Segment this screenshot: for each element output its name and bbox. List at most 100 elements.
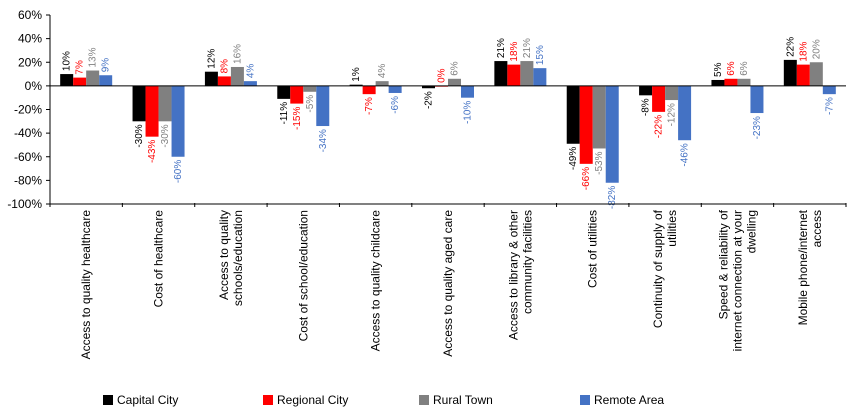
data-label: -22%	[654, 115, 665, 138]
y-tick-label: -100%	[7, 197, 42, 211]
y-tick-label: 40%	[18, 32, 42, 46]
legend-label: Regional City	[277, 393, 348, 407]
bar-regional-city	[290, 85, 304, 104]
data-label: 6%	[739, 61, 750, 76]
bar-capital-city	[566, 85, 580, 144]
data-label: 6%	[450, 61, 461, 76]
category-label: Cost of healthcare	[152, 210, 166, 308]
bar-rural-town	[448, 78, 461, 86]
bar-capital-city	[277, 85, 291, 99]
bar-rural-town	[230, 66, 244, 86]
y-axis-tick-labels: 60% 40% 20% 0% -20% -40% -60% -80% -100%	[7, 8, 42, 211]
data-label: 8%	[219, 59, 230, 74]
data-label: -53%	[594, 151, 605, 174]
data-label: -82%	[607, 186, 618, 209]
data-label: 18%	[509, 41, 520, 61]
data-label: 6%	[726, 61, 737, 76]
data-label: 13%	[88, 47, 99, 67]
data-label: 0%	[437, 68, 448, 83]
bars-group	[60, 59, 836, 183]
data-label: 4%	[377, 64, 388, 79]
bar-regional-city	[217, 76, 231, 86]
data-label: -12%	[667, 103, 678, 126]
legend: Capital City Regional City Rural Town Remot…	[103, 393, 664, 407]
data-label: 18%	[798, 41, 809, 61]
bar-remote-area	[99, 75, 113, 86]
data-label: -49%	[568, 147, 579, 170]
bar-capital-city	[639, 85, 653, 96]
category-label: Access to quality	[217, 210, 231, 300]
category-label: Mobile phone/internet	[796, 209, 810, 325]
data-label: -66%	[581, 167, 592, 190]
bar-capital-city	[783, 59, 797, 86]
category-label: Access to quality aged care	[441, 210, 455, 357]
category-label: schools/education	[231, 210, 245, 306]
category-label: Cost of utilities	[586, 210, 600, 288]
category-label: Access to library & other	[506, 210, 520, 340]
legend-label: Rural Town	[433, 393, 493, 407]
data-label: -15%	[292, 107, 303, 130]
category-label: community facilities	[520, 210, 534, 314]
bar-regional-city	[652, 85, 666, 112]
y-tick-label: 0%	[25, 79, 43, 93]
data-label: -30%	[160, 124, 171, 147]
data-label: -6%	[390, 96, 401, 114]
bar-remote-area	[388, 85, 402, 93]
bar-regional-city	[724, 78, 738, 86]
data-label: -11%	[279, 102, 290, 125]
bar-regional-city	[507, 64, 521, 86]
category-label: Access to quality childcare	[369, 210, 383, 352]
data-label: -5%	[305, 95, 316, 113]
bar-capital-city	[422, 85, 435, 89]
bar-capital-city	[132, 85, 146, 122]
data-label: -10%	[463, 101, 474, 124]
bar-rural-town	[303, 85, 317, 92]
bar-rural-town	[520, 61, 534, 86]
bar-capital-city	[494, 61, 508, 86]
legend-swatch	[580, 395, 590, 405]
data-label: -2%	[424, 91, 435, 109]
bar-regional-city	[145, 85, 159, 137]
bar-remote-area	[243, 81, 257, 86]
data-label: 16%	[232, 44, 243, 64]
data-label: -7%	[824, 97, 835, 115]
category-labels-group: Access to quality healthcare Cost of heal…	[79, 209, 824, 359]
category-label: Access to quality healthcare	[79, 210, 93, 360]
data-label: 21%	[522, 38, 533, 58]
bar-rural-town	[665, 85, 679, 101]
bar-rural-town	[737, 78, 751, 86]
bar-remote-area	[750, 85, 764, 114]
bar-regional-city	[73, 77, 87, 86]
bar-capital-city	[711, 79, 725, 86]
bar-rural-town	[375, 81, 389, 86]
bar-capital-city	[60, 74, 74, 86]
data-label: 15%	[535, 45, 546, 65]
y-tick-label: -40%	[14, 126, 42, 140]
data-label: 4%	[245, 64, 256, 79]
bar-rural-town	[158, 85, 172, 122]
data-label: 9%	[101, 58, 112, 73]
data-labels-group: 10% 7% 13% 9%-30%-43%-30%-60%12% 8%16%4%-11%…	[62, 37, 836, 209]
bar-remote-area	[533, 68, 547, 86]
y-tick-label: -80%	[14, 173, 42, 187]
data-label: -8%	[641, 98, 652, 116]
category-label: Speed & reliability of	[716, 209, 730, 319]
bar-regional-city	[579, 85, 593, 164]
data-label: -46%	[680, 143, 691, 166]
data-label: -60%	[173, 160, 184, 183]
data-label: 12%	[206, 49, 217, 69]
category-label: Continuity of supply of	[651, 209, 665, 328]
data-label: 1%	[351, 67, 362, 82]
bar-rural-town	[592, 85, 606, 149]
data-label: 7%	[75, 60, 86, 75]
category-label: access	[810, 210, 824, 247]
data-label: 21%	[496, 38, 507, 58]
bar-remote-area	[316, 85, 330, 127]
bar-remote-area	[678, 85, 692, 141]
data-label: 10%	[62, 51, 73, 71]
data-label: 20%	[811, 39, 822, 59]
bar-remote-area	[605, 85, 619, 183]
category-label: dwelling	[744, 210, 758, 253]
data-label: -34%	[318, 129, 329, 152]
data-label: -23%	[752, 116, 763, 139]
